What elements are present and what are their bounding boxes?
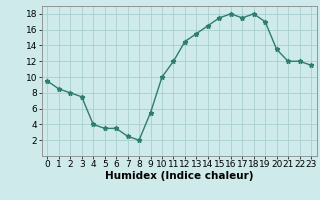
X-axis label: Humidex (Indice chaleur): Humidex (Indice chaleur) — [105, 171, 253, 181]
